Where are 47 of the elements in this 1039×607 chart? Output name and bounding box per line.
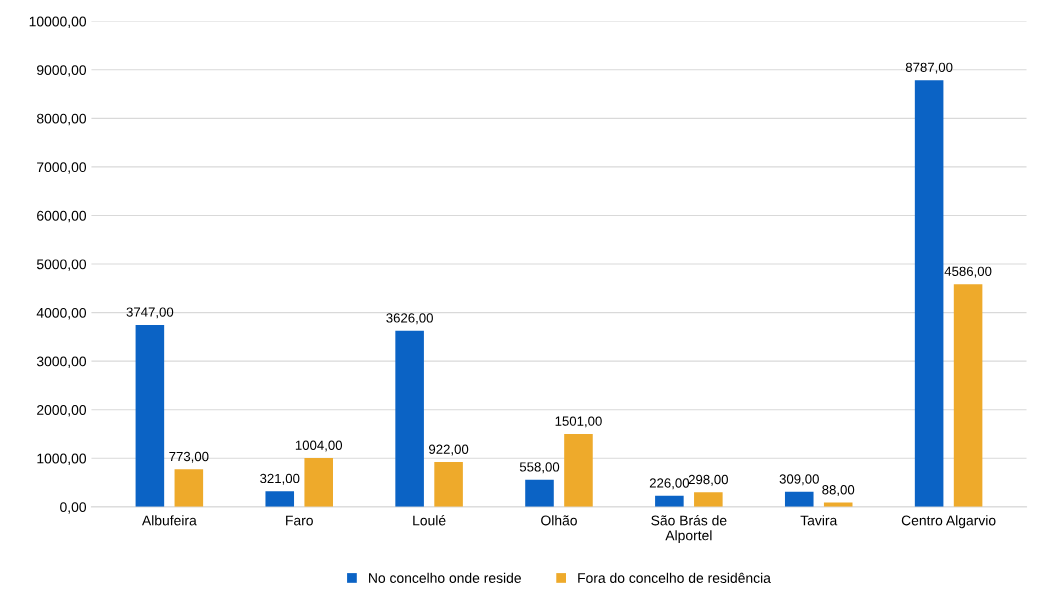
y-tick-label: 10000,00 xyxy=(29,16,87,29)
data-label: 3626,00 xyxy=(386,313,433,325)
x-tick-label: Albufeira xyxy=(141,515,197,526)
legend-label: No concelho onde reside xyxy=(369,572,521,583)
bar xyxy=(655,495,684,507)
y-tick-label: 5000,00 xyxy=(36,259,87,271)
legend-label: Fora do concelho de residência xyxy=(578,572,771,583)
bar xyxy=(135,324,165,507)
x-tick-label: Loulé xyxy=(413,515,446,526)
x-tick-label: São Brás de Alportel xyxy=(651,515,727,544)
data-label: 1004,00 xyxy=(295,440,343,452)
y-tick-label: 6000,00 xyxy=(37,210,87,223)
data-label: 226,00 xyxy=(649,478,690,490)
bar xyxy=(304,458,333,507)
y-tick-label: 9000,00 xyxy=(37,65,87,77)
y-tick-label: 3000,00 xyxy=(36,356,87,368)
data-label: 321,00 xyxy=(260,473,300,485)
data-label: 773,00 xyxy=(169,451,209,463)
y-tick-label: 8000,00 xyxy=(36,113,87,126)
data-label: 558,00 xyxy=(519,462,560,474)
data-label: 298,00 xyxy=(688,474,728,486)
data-label: 309,00 xyxy=(779,474,819,486)
data-label: 1501,00 xyxy=(555,416,602,428)
y-tick-label: 4000,00 xyxy=(36,307,87,320)
bar xyxy=(434,462,463,507)
bar xyxy=(694,492,723,507)
data-label: 8787,00 xyxy=(905,62,953,74)
x-tick-label: Centro Algarvio xyxy=(901,515,996,529)
data-label: 4586,00 xyxy=(944,266,992,278)
y-tick-label: 2000,00 xyxy=(37,405,87,417)
y-tick-label: 7000,00 xyxy=(37,162,87,174)
bar xyxy=(953,284,983,507)
x-tick-label: Tavira xyxy=(800,515,838,526)
y-tick-label: 0,00 xyxy=(60,502,87,514)
data-label: 3747,00 xyxy=(126,307,174,319)
x-tick-label: Olhão xyxy=(541,515,577,526)
bar xyxy=(525,479,554,507)
data-label: 922,00 xyxy=(429,444,469,456)
bar xyxy=(395,330,424,507)
bar xyxy=(914,80,944,507)
y-tick-label: 1000,00 xyxy=(37,453,87,466)
bar xyxy=(265,491,295,507)
bar xyxy=(564,433,593,507)
x-tick-label: Faro xyxy=(286,515,313,526)
data-label: 88,00 xyxy=(822,485,855,496)
bar xyxy=(174,469,204,507)
bar xyxy=(784,491,814,507)
